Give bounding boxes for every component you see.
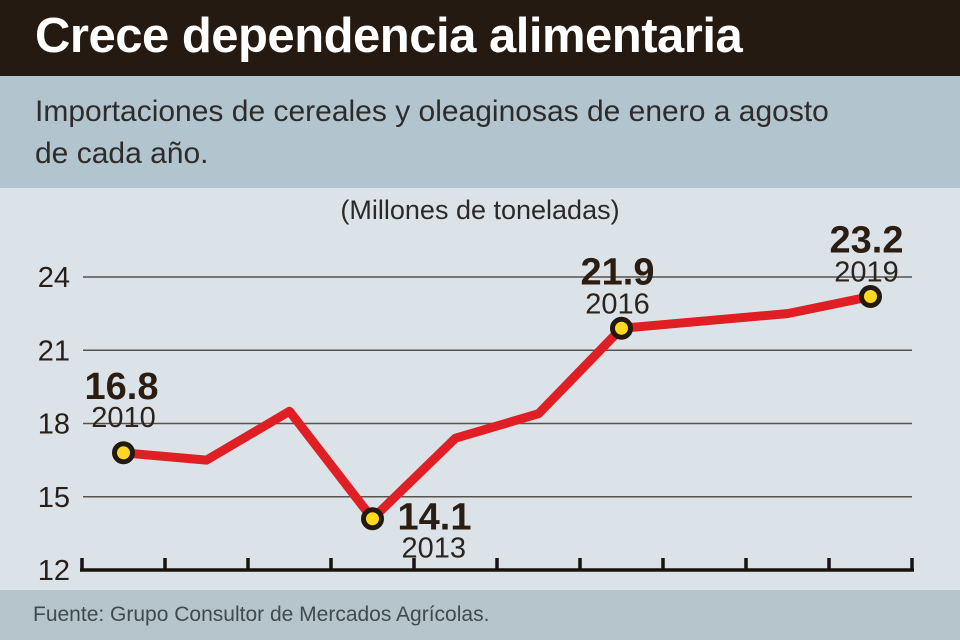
y-axis-tick-label: 15 — [38, 482, 70, 514]
year-label: 2010 — [91, 402, 156, 434]
y-axis-tick-label: 21 — [38, 335, 70, 367]
value-label: 14.1 — [398, 497, 472, 539]
chart-panel: (Millones de toneladas) 12 15 18 21 24 16.8 20… — [0, 188, 960, 590]
chart-title: (Millones de toneladas) — [340, 195, 620, 225]
header-bar: Crece dependencia alimentaria — [0, 0, 960, 76]
subtitle-line-1: Importaciones de cereales y oleaginosas … — [35, 95, 829, 128]
subtitle-band: Importaciones de cereales y oleaginosas … — [0, 76, 960, 188]
source-band: Fuente: Grupo Consultor de Mercados Agrí… — [0, 590, 960, 640]
source-text: Fuente: Grupo Consultor de Mercados Agrí… — [33, 603, 490, 626]
year-label: 2016 — [585, 288, 650, 320]
data-point-marker — [859, 285, 882, 309]
year-label: 2013 — [402, 533, 467, 565]
value-label: 21.9 — [581, 251, 655, 293]
y-axis-tick-label: 18 — [38, 409, 70, 441]
data-point-marker — [610, 316, 633, 340]
year-label: 2019 — [834, 257, 899, 289]
value-label: 16.8 — [85, 366, 159, 408]
value-label: 23.2 — [830, 220, 904, 262]
data-point-marker — [112, 441, 135, 465]
subtitle-line-2: de cada año. — [35, 137, 209, 170]
page-title: Crece dependencia alimentaria — [35, 9, 743, 63]
data-line — [119, 292, 875, 524]
y-axis-tick-label: 24 — [38, 262, 70, 294]
y-axis-tick-label: 12 — [38, 555, 70, 587]
data-point-marker — [361, 507, 384, 531]
